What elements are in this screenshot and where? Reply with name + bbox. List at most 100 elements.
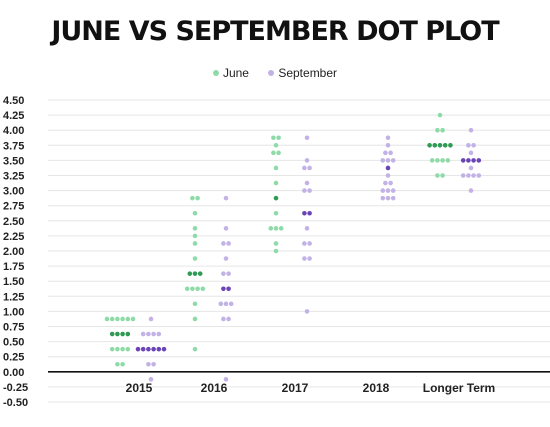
- june-dot: [273, 180, 279, 186]
- september-dot: [385, 195, 391, 201]
- june-dot: [120, 316, 125, 322]
- september-dot: [223, 226, 229, 231]
- june-dot: [109, 316, 115, 322]
- y-tick-label: 0.25: [3, 352, 24, 364]
- june-dot: [448, 143, 453, 148]
- september-dot: [304, 309, 310, 314]
- june-dot: [109, 346, 115, 352]
- june-dot: [115, 331, 120, 337]
- june-dot: [192, 233, 198, 239]
- y-tick-label: 4.50: [3, 95, 24, 107]
- september-dot: [460, 158, 466, 163]
- y-tick-label: 3.00: [3, 186, 24, 198]
- september-dot: [226, 271, 231, 276]
- june-dot: [427, 143, 432, 148]
- september-dot: [151, 346, 156, 352]
- september-dot: [466, 158, 471, 163]
- september-dot: [380, 158, 386, 163]
- september-dot: [468, 127, 474, 133]
- legend-june-marker: [212, 69, 219, 76]
- y-tick-label: 2.50: [3, 216, 24, 228]
- september-dot: [466, 143, 471, 148]
- september-dot: [390, 158, 396, 163]
- september-dot: [302, 241, 307, 246]
- september-dot: [390, 188, 396, 193]
- y-tick-label: 3.25: [3, 171, 24, 183]
- y-tick-label: 1.75: [3, 261, 24, 273]
- september-dot: [221, 286, 226, 292]
- june-dot: [187, 271, 193, 276]
- june-dot: [200, 286, 206, 292]
- june-dot: [115, 346, 120, 352]
- september-dot: [468, 188, 474, 193]
- september-dot: [140, 331, 146, 337]
- y-tick-label: -0.25: [3, 382, 28, 394]
- september-dot: [307, 210, 312, 216]
- september-dot: [146, 331, 151, 337]
- chart-title: JUNE VS SEPTEMBER DOT PLOT: [51, 16, 499, 47]
- september-dot: [221, 271, 226, 276]
- september-dot: [471, 143, 476, 148]
- june-dot: [120, 346, 125, 352]
- june-dot: [440, 173, 445, 178]
- september-dot: [302, 188, 307, 193]
- y-tick-label: 2.25: [3, 231, 24, 243]
- y-tick-label: 1.00: [3, 306, 24, 318]
- september-dot: [156, 331, 162, 337]
- june-dot: [192, 316, 198, 322]
- y-tick-label: 3.50: [3, 155, 24, 167]
- y-axis-ticks: 4.50 4.25 4.00 3.75 3.50 3.25 3.00 2.75 2.50 2.25…: [3, 95, 28, 409]
- september-dot: [304, 226, 310, 231]
- june-dot: [195, 195, 200, 201]
- june-dot: [273, 143, 279, 148]
- june-dot: [437, 143, 443, 148]
- dots: [104, 112, 482, 382]
- x-category-label: 2017: [282, 381, 309, 395]
- september-dot: [304, 135, 310, 141]
- legend-item-june: June: [212, 66, 249, 80]
- september-dot: [302, 256, 307, 261]
- september-dot: [223, 377, 229, 382]
- september-dot: [156, 346, 162, 352]
- y-tick-label: 1.50: [3, 276, 24, 288]
- september-dot: [302, 165, 307, 171]
- june-dot: [125, 331, 131, 337]
- september-dot: [223, 256, 229, 261]
- june-dot: [192, 226, 198, 231]
- y-tick-label: -0.50: [3, 397, 28, 409]
- june-dot: [190, 195, 195, 201]
- june-dot: [125, 346, 131, 352]
- september-dot: [148, 316, 154, 322]
- june-dot: [273, 241, 279, 246]
- september-dot: [161, 346, 167, 352]
- june-dot: [115, 316, 120, 322]
- september-dot: [460, 173, 466, 178]
- june-dot: [192, 346, 198, 352]
- x-axis-ticks: 2015 2016 2017 2018 Longer Term: [126, 381, 496, 395]
- september-dot: [385, 158, 391, 163]
- y-tick-label: 1.25: [3, 291, 24, 303]
- september-dot: [140, 346, 146, 352]
- june-dot: [437, 112, 443, 118]
- june-dot: [192, 256, 198, 261]
- june-dot: [192, 210, 198, 216]
- june-dot: [276, 135, 281, 141]
- june-dot: [195, 286, 200, 292]
- september-dot: [476, 173, 482, 178]
- june-dot: [278, 226, 284, 231]
- june-dot: [440, 158, 445, 163]
- june-dot: [271, 135, 276, 141]
- september-dot: [307, 188, 312, 193]
- september-dot: [221, 241, 226, 246]
- september-dot: [385, 188, 391, 193]
- september-dot: [471, 173, 476, 178]
- september-dot: [146, 361, 151, 367]
- june-dot: [120, 331, 125, 337]
- september-dot: [390, 195, 396, 201]
- june-dot: [109, 331, 115, 337]
- x-category-label: 2016: [201, 381, 228, 395]
- june-dot: [190, 286, 195, 292]
- y-tick-label: 0.75: [3, 322, 24, 334]
- september-dot: [388, 150, 393, 156]
